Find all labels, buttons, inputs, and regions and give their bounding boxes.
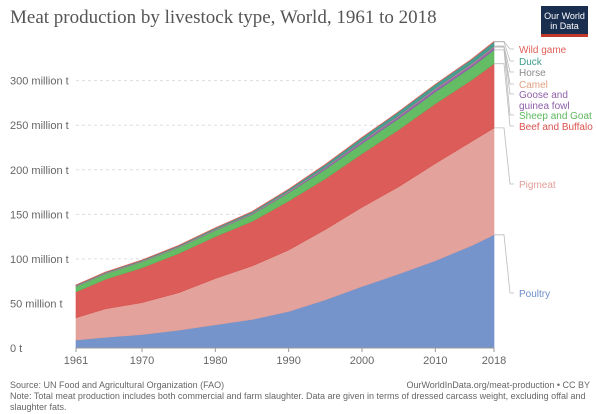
y-tick-label: 300 million t: [10, 76, 69, 88]
y-tick-label: 200 million t: [10, 165, 69, 177]
y-axis-ticks: 0 t 50 million t 100 million t 150 million …: [10, 76, 69, 355]
x-tick-label: 2010: [423, 355, 447, 367]
x-axis-ticks: 1961 1970 1980 1990 2000 2010 2018: [64, 347, 506, 367]
stacked-areas[interactable]: [75, 40, 495, 349]
legend-connector-horse: [494, 45, 514, 73]
legend-label-poultry[interactable]: Poultry: [519, 289, 550, 300]
y-tick-label: 100 million t: [10, 254, 69, 266]
legend-label-wild-game[interactable]: Wild game: [519, 45, 567, 56]
footnote: Note: Total meat production includes bot…: [10, 391, 586, 412]
x-tick-label: 1961: [64, 355, 88, 367]
legend-label-beef-and-buffalo[interactable]: Beef and Buffalo: [519, 122, 593, 133]
source-note: Source: UN Food and Agricultural Organiz…: [10, 380, 225, 390]
legend-connector-pigmeat: [494, 127, 514, 185]
y-tick-label: 0 t: [10, 343, 22, 355]
area-chart: 0 t 50 million t 100 million t 150 million …: [10, 40, 593, 367]
x-tick-label: 2000: [350, 355, 374, 367]
y-tick-label: 50 million t: [10, 298, 63, 310]
x-tick-label: 2018: [482, 355, 506, 367]
logo-line-1: Our World: [544, 11, 585, 21]
legend-label-horse[interactable]: Horse: [519, 68, 546, 79]
legend-connector-sheep-and-goat: [494, 49, 514, 116]
x-tick-label: 1970: [130, 355, 154, 367]
legend-label-camel[interactable]: Camel: [519, 80, 548, 91]
legend-connector-duck: [494, 41, 514, 62]
x-tick-label: 1980: [203, 355, 227, 367]
y-tick-label: 250 million t: [10, 120, 69, 132]
legend-label-goose-and-guinea-fowl[interactable]: guinea fowl: [519, 101, 570, 112]
legend-label-pigmeat[interactable]: Pigmeat: [519, 180, 556, 191]
legend-label-goose-and-guinea-fowl[interactable]: Goose and: [519, 90, 568, 101]
legend-connector-goose-and-guinea-fowl: [494, 46, 514, 95]
legend-label-duck[interactable]: Duck: [519, 57, 543, 68]
legend-connector-beef-and-buffalo: [494, 63, 514, 127]
source-url[interactable]: OurWorldInData.org/meat-production • CC …: [406, 380, 590, 390]
logo-accent-bar: [541, 34, 588, 37]
y-tick-label: 150 million t: [10, 209, 69, 221]
owid-logo[interactable]: Our World in Data: [541, 6, 588, 37]
logo-line-2: in Data: [550, 21, 579, 31]
legend-connector-poultry: [494, 234, 514, 294]
chart-title: Meat production by livestock type, World…: [10, 7, 437, 28]
x-tick-label: 1990: [276, 355, 300, 367]
legend-label-sheep-and-goat[interactable]: Sheep and Goat: [519, 111, 592, 122]
